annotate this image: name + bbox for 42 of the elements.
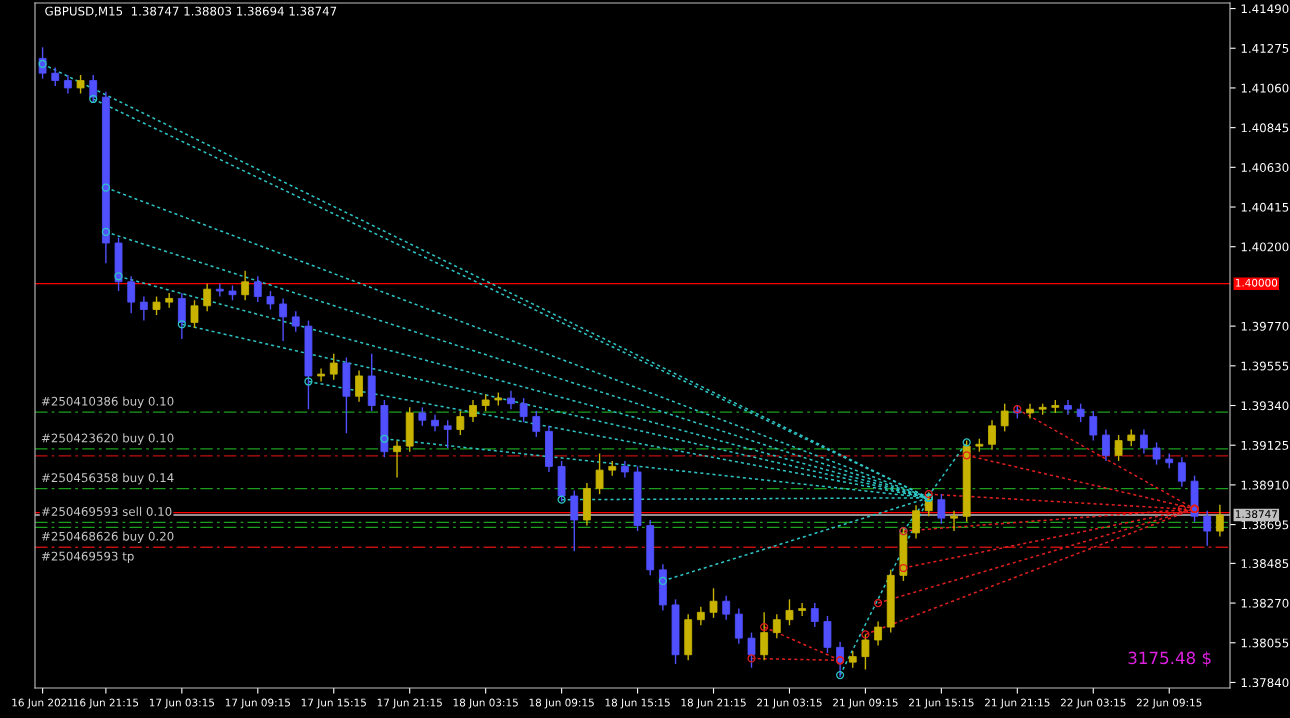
x-tick-label: 21 Jun 09:15 [833, 698, 898, 709]
x-tick-label: 21 Jun 21:15 [985, 698, 1050, 709]
x-tick-label: 21 Jun 03:15 [757, 698, 822, 709]
y-tick-label: 1.39340 [1241, 401, 1289, 411]
chart-title: GBPUSD,M15 1.38747 1.38803 1.38694 1.38747 [45, 6, 337, 17]
y-tick-label: 1.38270 [1241, 598, 1289, 608]
y-tick-label: 1.37840 [1241, 678, 1289, 688]
ref-line-label: 1.38747 [1235, 510, 1277, 519]
ref-line-label: #250456358 buy 0.14 [41, 473, 174, 485]
y-tick-label: 1.39125 [1241, 440, 1289, 450]
x-tick-label: 17 Jun 21:15 [377, 698, 442, 709]
x-tick-label: 18 Jun 09:15 [529, 698, 594, 709]
x-tick-label: 16 Jun 2021 [12, 698, 73, 709]
annotation: 3175.48 $ [1128, 651, 1211, 667]
ref-line-label: #250469593 sell 0.10 [41, 506, 172, 516]
ref-line-label: #250410386 buy 0.10 [41, 396, 174, 408]
y-tick-label: 1.39770 [1241, 321, 1289, 331]
x-tick-label: 21 Jun 15:15 [909, 698, 974, 709]
y-tick-label: 1.41060 [1241, 83, 1289, 93]
x-tick-label: 18 Jun 21:15 [681, 698, 746, 709]
y-tick-label: 1.40845 [1241, 123, 1289, 133]
x-tick-label: 16 Jun 21:15 [73, 698, 139, 709]
x-tick-label: 18 Jun 03:15 [453, 698, 518, 709]
y-tick-label: 1.41275 [1241, 43, 1289, 53]
x-tick-label: 17 Jun 03:15 [149, 698, 215, 709]
y-tick-label: 1.38910 [1241, 480, 1289, 490]
x-tick-label: 17 Jun 15:15 [301, 698, 366, 709]
y-tick-label: 1.40415 [1241, 202, 1289, 212]
y-tick-label: 1.40630 [1241, 163, 1289, 172]
y-tick-label: 1.40200 [1241, 242, 1289, 252]
y-tick-label: 1.39555 [1241, 361, 1289, 371]
x-tick-label: 22 Jun 09:15 [1136, 698, 1202, 709]
y-tick-label: 1.38055 [1241, 638, 1289, 648]
y-tick-label: 1.38485 [1241, 559, 1289, 569]
ref-line-label: 1.40000 [1235, 278, 1278, 287]
ref-line-label: #250423620 buy 0.10 [41, 433, 174, 445]
x-tick-label: 22 Jun 03:15 [1060, 698, 1126, 709]
y-tick-label: 1.41490 [1241, 4, 1289, 14]
x-tick-label: 17 Jun 09:15 [225, 698, 290, 709]
ref-line-label: #250468626 buy 0.20 [41, 531, 174, 543]
ref-line-label: #250469593 tp [41, 551, 134, 563]
x-tick-label: 18 Jun 15:15 [605, 698, 670, 709]
